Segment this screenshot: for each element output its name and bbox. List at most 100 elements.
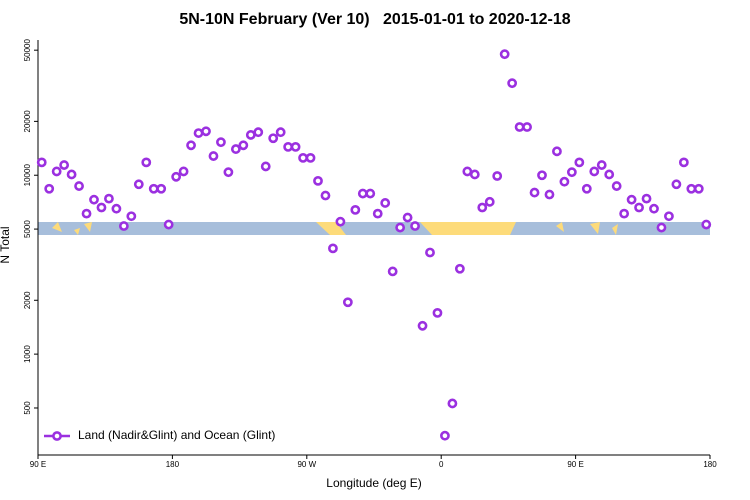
point <box>230 144 241 154</box>
point <box>678 157 689 168</box>
point <box>328 243 338 254</box>
point <box>163 219 174 230</box>
point <box>156 183 167 194</box>
point <box>649 203 659 214</box>
point <box>201 126 211 137</box>
map-strip <box>38 222 710 235</box>
point <box>81 208 92 219</box>
point <box>410 221 420 231</box>
point <box>462 166 473 177</box>
ocean-band <box>38 222 710 235</box>
point <box>275 127 286 138</box>
y-tick-label: 50000 <box>23 39 32 62</box>
x-tick-label: 90 W <box>297 460 316 469</box>
point <box>492 171 503 181</box>
point <box>402 212 413 223</box>
point <box>313 175 323 186</box>
point <box>701 219 712 230</box>
point <box>440 430 450 441</box>
point <box>350 205 361 215</box>
point <box>611 181 622 191</box>
point <box>59 160 70 170</box>
point <box>89 194 99 205</box>
point <box>148 183 159 194</box>
point <box>559 176 570 187</box>
point <box>581 183 592 194</box>
y-tick-label: 20000 <box>23 110 32 133</box>
point <box>469 169 480 180</box>
point <box>693 183 704 194</box>
y-tick-label: 5000 <box>23 220 32 238</box>
point <box>634 202 644 213</box>
point <box>596 160 607 170</box>
point <box>499 49 510 60</box>
point <box>74 181 84 191</box>
y-axis-label: N Total <box>0 226 12 263</box>
point <box>223 167 234 178</box>
point <box>126 211 137 222</box>
legend-label: Land (Nadir&Glint) and Ocean (Glint) <box>78 428 275 442</box>
land-patch <box>556 222 618 235</box>
point <box>283 141 294 152</box>
legend-marker <box>52 431 62 441</box>
point <box>656 222 667 233</box>
point <box>387 266 398 277</box>
point <box>335 216 346 227</box>
point <box>193 128 204 138</box>
point <box>395 222 406 233</box>
point <box>604 169 615 180</box>
y-tick-label: 10000 <box>23 164 32 187</box>
point <box>208 151 219 161</box>
point <box>574 157 585 168</box>
point <box>51 166 62 177</box>
point <box>141 157 152 168</box>
point <box>372 208 383 219</box>
point <box>477 202 488 213</box>
y-tick-label: 2000 <box>23 291 32 309</box>
point <box>529 187 540 198</box>
point <box>44 183 55 194</box>
x-tick-label: 180 <box>166 460 180 469</box>
point <box>298 152 308 163</box>
point <box>178 166 189 177</box>
point <box>245 130 256 140</box>
point <box>417 320 428 331</box>
x-axis-label: Longitude (deg E) <box>326 476 421 490</box>
point <box>425 247 435 258</box>
point <box>507 78 518 89</box>
point <box>111 203 122 214</box>
point <box>566 167 577 178</box>
point <box>447 398 458 409</box>
point <box>454 263 465 274</box>
point <box>365 188 376 199</box>
point <box>671 179 682 190</box>
point <box>686 183 697 194</box>
chart-title: 5N-10N February (Ver 10) 2015-01-01 to 2… <box>179 11 570 28</box>
point <box>619 208 630 219</box>
point <box>260 161 271 172</box>
x-tick-label: 180 <box>703 460 717 469</box>
point <box>133 179 144 190</box>
point <box>514 122 525 132</box>
point <box>626 194 637 205</box>
point <box>342 297 353 308</box>
point <box>268 133 279 144</box>
land-patch <box>52 222 92 235</box>
x-tick-label: 90 E <box>30 460 46 469</box>
point <box>216 137 226 148</box>
point <box>537 170 547 181</box>
point <box>104 193 114 204</box>
point <box>238 140 249 151</box>
point <box>484 196 495 207</box>
point <box>357 188 368 199</box>
x-tick-label: 0 <box>439 460 444 469</box>
point <box>36 157 47 168</box>
point <box>186 140 196 151</box>
point <box>522 122 532 132</box>
x-tick-label: 90 E <box>567 460 583 469</box>
point <box>544 189 555 200</box>
point <box>552 146 562 157</box>
point <box>171 171 182 182</box>
land-patch <box>420 222 516 235</box>
